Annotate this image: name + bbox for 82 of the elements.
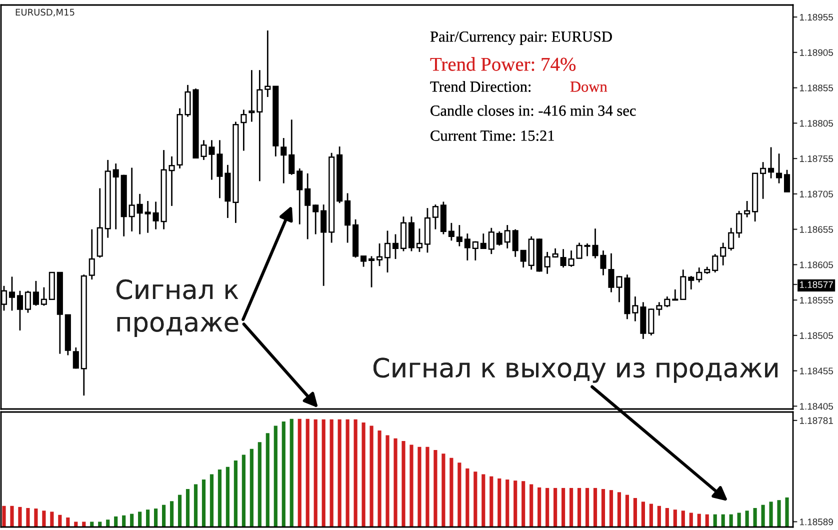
candlestick [32,280,39,306]
candlestick [776,152,782,184]
candlestick [496,230,502,246]
candlestick [632,296,638,322]
candlestick [784,169,790,192]
candlestick [144,200,151,234]
candlestick [720,242,726,266]
candlestick [136,193,143,235]
candlestick [520,250,526,268]
candlestick [456,224,462,247]
candlestick [264,30,271,98]
candlestick [40,286,47,306]
y-tick-label: 1.18589 [800,518,833,526]
candlestick [312,204,319,235]
annotation: Trend Direction: [430,81,530,92]
annotation: Trend Power: 74% [430,57,576,71]
annotation: Current Time: 15:21 [430,130,554,141]
candlestick [416,228,422,253]
candlestick [656,301,662,316]
candlestick [240,109,247,152]
candlestick [672,288,678,301]
y-tick-label: 1.18577 [800,281,833,288]
candlestick [368,255,375,288]
y-tick-label: 1.18955 [800,14,833,21]
y-tick-label: 1.18781 [800,417,833,424]
y-tick-label: 1.18755 [800,155,833,162]
candlestick [392,234,399,260]
candlestick [664,296,670,308]
annotation: Down [570,82,608,92]
y-tick-label: 1.18805 [800,120,833,127]
chart-title: EURUSD,M15 [16,8,74,17]
candlestick [320,204,327,287]
candlestick [384,230,391,274]
candlestick [464,232,470,262]
y-tick-label: 1.18705 [800,190,833,198]
y-tick-label: 1.18855 [800,84,833,92]
candlestick [744,200,750,218]
candlestick [696,266,702,284]
candlestick [480,232,486,250]
annotation: Сигнал к выходу из продажи [373,358,778,383]
candlestick [88,228,95,280]
candlestick [24,290,31,314]
y-tick-label: 1.18505 [800,332,833,339]
candlestick [736,210,742,238]
y-tick-label: 1.18605 [800,261,833,268]
candlestick [472,240,478,262]
y-tick-label: 1.18555 [800,296,833,304]
candlestick [432,204,438,230]
candlestick [288,118,295,176]
y-tick-label: 1.18905 [800,49,833,56]
y-tick-label: 1.18455 [800,368,833,374]
y-tick-label: 1.18405 [800,402,833,410]
annotation: Сигнал к продаже [116,279,238,338]
candlestick [280,137,287,184]
candlestick [544,251,550,275]
annotation: Pair/Currency pair: EURUSD [430,32,612,45]
candlestick [128,167,135,232]
candlestick [512,228,518,258]
candlestick [304,172,311,240]
candlestick [504,224,510,250]
candlestick [680,268,686,300]
candlestick [256,69,263,182]
y-tick-label: 1.18655 [800,226,833,233]
candlestick [488,227,494,255]
candlestick [728,227,734,252]
candlestick [448,222,454,242]
candlestick [560,248,566,268]
candlestick [760,161,766,200]
candlestick [168,156,175,207]
candlestick [376,242,383,267]
candlestick [360,255,367,268]
candlestick [152,201,159,230]
candlestick [712,253,718,274]
candlestick [16,290,23,332]
candlestick [8,276,16,312]
annotation: Candle closes in: -416 min 34 sec [430,105,636,116]
candlestick [72,346,79,370]
candlestick [112,162,119,230]
candlestick [248,69,255,122]
candlestick [768,146,774,180]
candlestick [296,168,303,226]
candlestick [688,275,694,290]
